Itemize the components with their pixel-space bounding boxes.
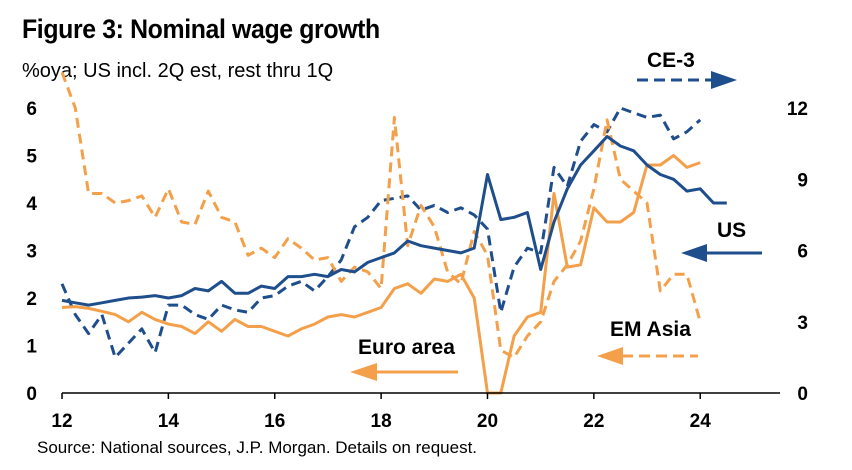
left-y-ticks: 0 1 2 3 4 5 6 — [26, 99, 37, 405]
series-line-euro-area — [61, 154, 701, 395]
series-layer — [60, 71, 727, 395]
y-left-tick-label: 2 — [26, 289, 37, 310]
annotation-ce3: CE-3 — [647, 49, 695, 72]
y-left-tick-label: 6 — [26, 99, 37, 120]
x-ticks: 12 14 16 18 20 22 24 — [51, 393, 711, 432]
series-line-us — [61, 135, 727, 307]
x-tick-label: 18 — [371, 411, 392, 432]
y-left-tick-label: 5 — [26, 147, 37, 168]
y-right-tick-label: 9 — [797, 170, 808, 191]
y-left-tick-label: 4 — [26, 194, 37, 215]
x-tick-label: 22 — [583, 411, 604, 432]
page-title: Figure 3: Nominal wage growth — [22, 14, 380, 44]
y-left-tick-label: 0 — [26, 384, 37, 405]
annotation-em-asia: EM Asia — [610, 318, 691, 341]
annotation-euro-area: Euro area — [358, 336, 455, 359]
ce3-arrow-head — [711, 71, 737, 89]
x-tick-label: 20 — [477, 411, 498, 432]
x-tick-label: 12 — [51, 411, 72, 432]
y-right-tick-label: 6 — [797, 242, 808, 263]
right-y-ticks: 0 3 6 9 12 — [787, 99, 808, 405]
y-right-tick-label: 0 — [797, 384, 808, 405]
us-arrow-head — [681, 244, 707, 262]
annotation-us: US — [717, 219, 746, 242]
y-right-tick-label: 3 — [797, 313, 808, 334]
series-line-ce-3 — [60, 106, 702, 359]
x-tick-label: 14 — [158, 411, 180, 432]
x-tick-label: 16 — [264, 411, 285, 432]
x-tick-label: 24 — [690, 411, 712, 432]
chart-subtitle: %oya; US incl. 2Q est, rest thru 1Q — [22, 60, 334, 82]
y-right-tick-label: 12 — [787, 99, 808, 120]
y-left-tick-label: 3 — [26, 242, 37, 263]
source-note: Source: National sources, J.P. Morgan. D… — [37, 438, 478, 457]
euro-arrow-head — [350, 363, 377, 381]
series-line-em-asia — [60, 71, 702, 359]
y-left-tick-label: 1 — [26, 337, 37, 358]
em-asia-arrow-head — [597, 347, 623, 365]
